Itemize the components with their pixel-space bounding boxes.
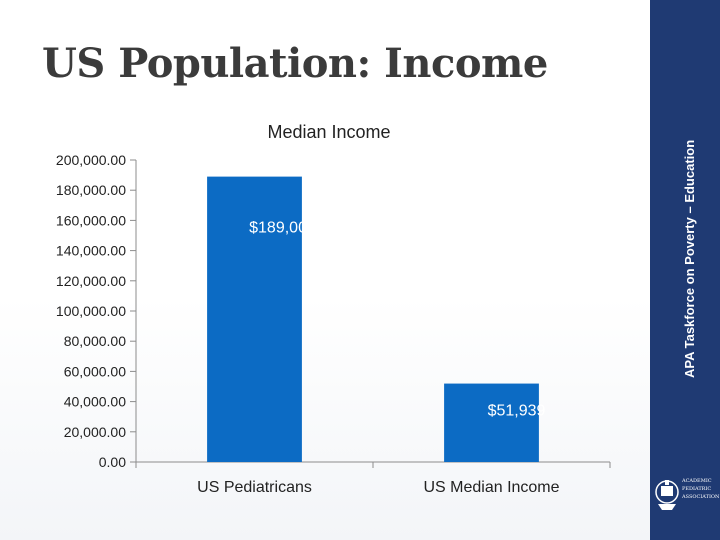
bar-chart: Median Income 0.00 20,000.00 40,000.00 60,0…: [56, 122, 611, 496]
bar: [207, 176, 302, 463]
y-axis: 0.00 20,000.00 40,000.00 60,000.00 80,000.00…: [56, 152, 137, 470]
y-tick-label: 40,000.00: [64, 394, 126, 410]
x-axis: US Pediatricans US Median Income: [135, 461, 611, 496]
apa-logo-icon: [655, 480, 679, 510]
apa-logo: ACADEMIC PEDIATRIC ASSOCIATION: [650, 468, 720, 520]
x-category-label: US Median Income: [423, 479, 559, 496]
y-tick-label: 160,000.00: [56, 212, 126, 228]
y-tick-label: 20,000.00: [64, 424, 126, 440]
logo-line-2: PEDIATRIC: [682, 486, 712, 492]
sidebar-band: APA Taskforce on Poverty – Education: [650, 0, 720, 540]
y-tick-label: 80,000.00: [64, 333, 126, 349]
y-tick-label: 60,000.00: [64, 363, 126, 379]
y-tick-label: 140,000.00: [56, 243, 126, 259]
chart-title: Median Income: [267, 122, 390, 142]
slide-title: US Population: Income: [42, 40, 548, 87]
logo-line-1: ACADEMIC: [682, 478, 712, 484]
bar: [444, 383, 539, 462]
data-labels: $189,000 $51,939: [249, 220, 545, 420]
y-tick-label: 180,000.00: [56, 182, 126, 198]
y-tick-label: 120,000.00: [56, 273, 126, 289]
bar-series: [207, 176, 539, 463]
bar-data-label: $189,000: [249, 220, 316, 237]
bar-data-label: $51,939: [488, 403, 546, 420]
logo-line-3: ASSOCIATION: [682, 494, 720, 500]
y-tick-label: 200,000.00: [56, 152, 126, 168]
x-category-label: US Pediatricans: [197, 479, 312, 496]
y-tick-label: 100,000.00: [56, 303, 126, 319]
sidebar-caption: APA Taskforce on Poverty – Education: [682, 140, 697, 378]
y-tick-label: 0.00: [99, 454, 126, 470]
